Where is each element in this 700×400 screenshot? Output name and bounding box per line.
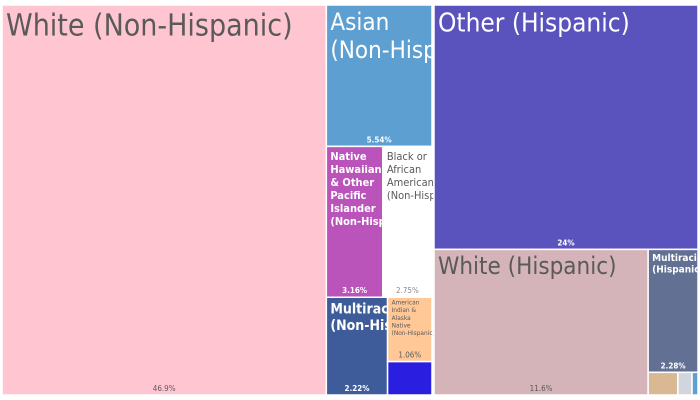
cell-label: American: [387, 176, 434, 189]
treemap-cell: [386, 360, 433, 396]
treemap-cell: [325, 145, 384, 298]
cell-label: Pacific: [330, 189, 366, 202]
cell-value-label: 1.06%: [398, 351, 421, 360]
cell-label: & Other: [330, 176, 374, 189]
cell-label: White (Non-Hispanic): [6, 9, 293, 44]
cell-value-label: 2.28%: [661, 361, 686, 370]
cell-label: Indian &: [392, 306, 417, 314]
cell-value-label: 11.6%: [530, 384, 553, 393]
treemap-cell: [1, 4, 328, 396]
cell-label: Alaska: [392, 314, 412, 322]
cell-value-label: 2.22%: [344, 384, 369, 393]
treemap-cell: [691, 371, 699, 396]
treemap-cell: [386, 296, 433, 363]
cell-value-label: 2.75%: [396, 286, 419, 295]
cell-label: Islander: [330, 202, 375, 215]
treemap-cell: [677, 371, 693, 396]
cell-value-label: 3.16%: [342, 286, 367, 295]
cell-value-label: 46.9%: [153, 384, 176, 393]
cell-label: Multiracial: [652, 253, 700, 264]
cell-label: Hawaiian: [330, 163, 381, 176]
treemap-cell: [325, 4, 433, 148]
cell-label: African: [387, 163, 421, 176]
treemap-cell: [647, 371, 679, 396]
cell-value-label: 5.54%: [367, 135, 392, 144]
cell-label: Native: [392, 321, 411, 329]
cell-label: Other (Hispanic): [438, 9, 630, 39]
cell-label: Asian: [330, 8, 389, 36]
treemap-cell: [647, 248, 699, 374]
cell-label: (Non-Hispanic): [392, 329, 435, 337]
cell-label: American: [392, 298, 420, 306]
treemap-cell: [433, 4, 699, 251]
treemap-cell: [433, 248, 649, 396]
cell-label: White (Hispanic): [438, 252, 617, 280]
cell-label: Native: [330, 150, 367, 163]
cell-label: Black or: [387, 150, 428, 163]
cell-label: (Hispanic): [652, 265, 700, 276]
cell-value-label: 24%: [557, 238, 574, 247]
